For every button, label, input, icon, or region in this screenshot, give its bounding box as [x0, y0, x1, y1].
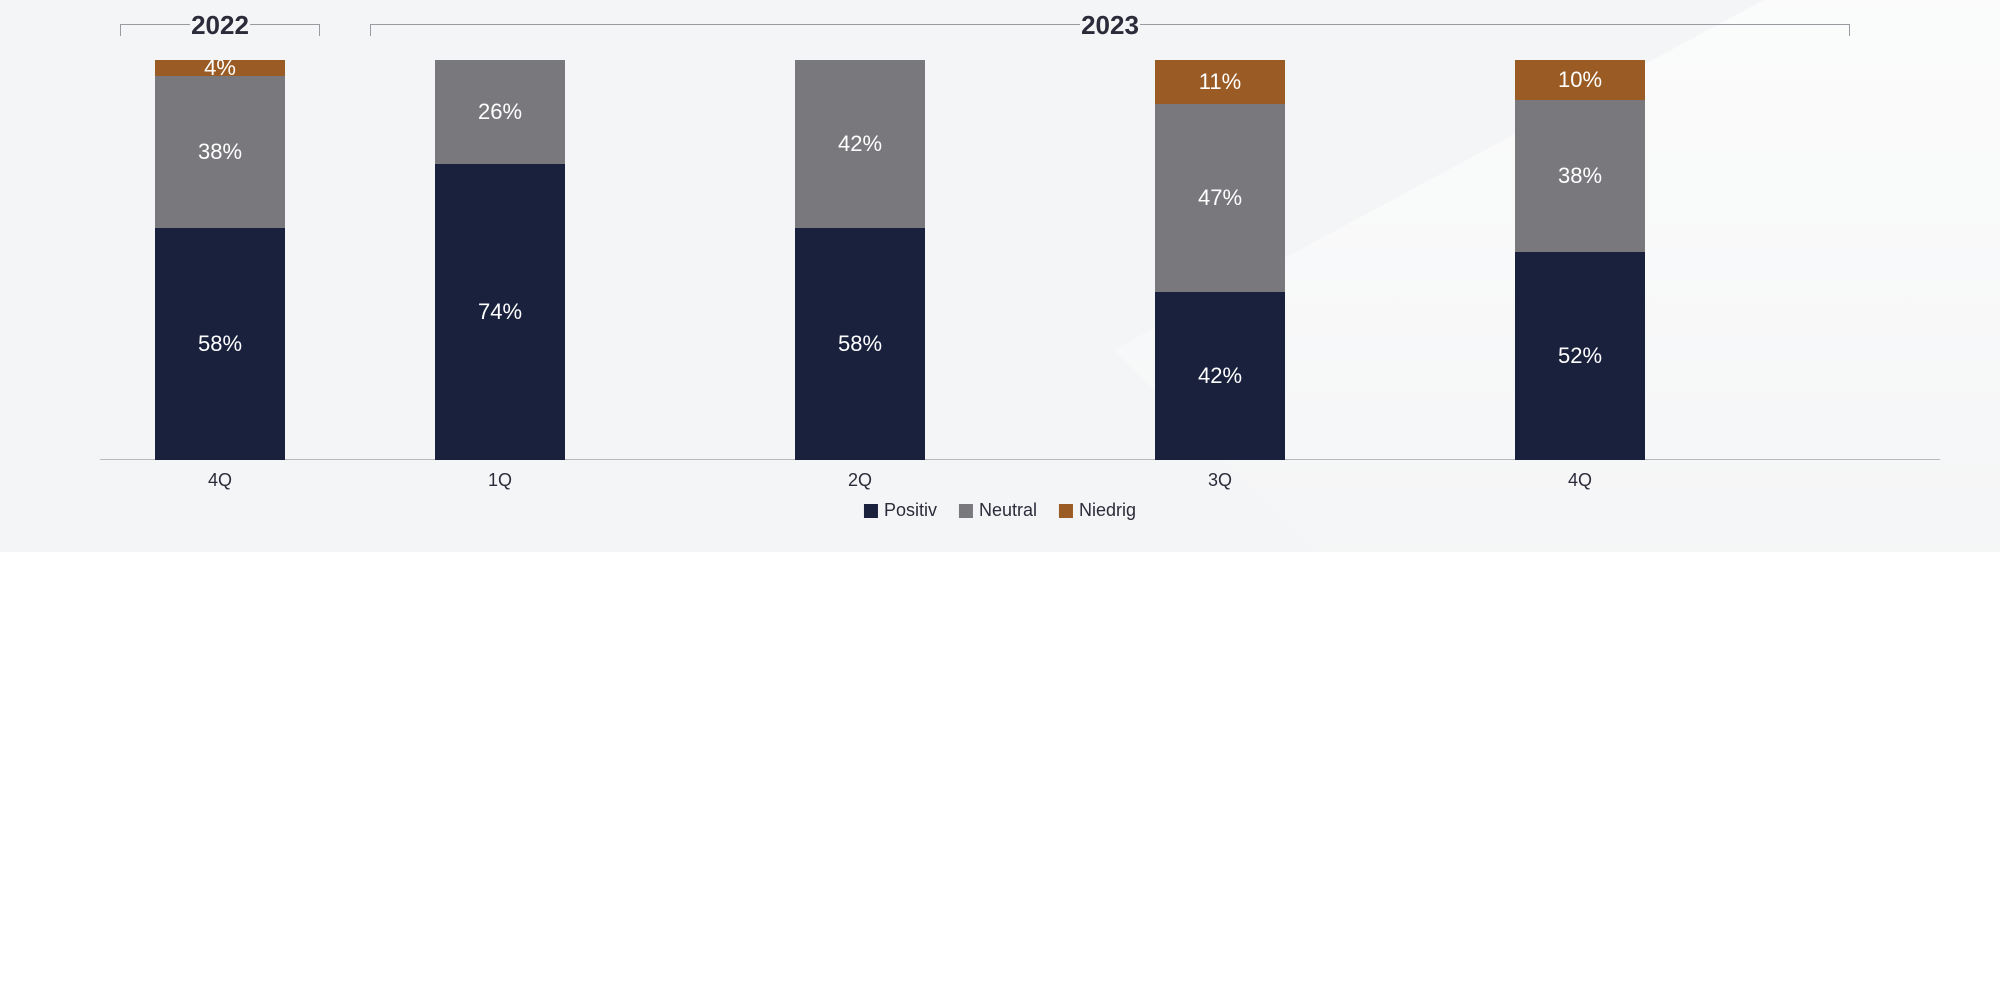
bar-segment-neutral: 38% [155, 76, 285, 228]
legend-swatch [959, 504, 973, 518]
segment-value-label: 74% [478, 299, 522, 325]
bar: 11%47%42%3Q [1155, 60, 1285, 460]
year-group-header: 2023 [370, 10, 1850, 46]
segment-value-label: 10% [1558, 67, 1602, 93]
bar: 26%74%1Q [435, 60, 565, 460]
bar-segment-positiv: 52% [1515, 252, 1645, 460]
segment-value-label: 58% [838, 331, 882, 357]
bracket-right [250, 24, 320, 36]
x-axis-label: 3Q [1155, 470, 1285, 491]
bar-segment-positiv: 58% [795, 228, 925, 460]
bar: 42%58%2Q [795, 60, 925, 460]
bar: 4%38%58%4Q [155, 60, 285, 460]
year-group-header: 2022 [120, 10, 320, 46]
legend-swatch [1059, 504, 1073, 518]
segment-value-label: 38% [1558, 163, 1602, 189]
bar-segment-neutral: 42% [795, 60, 925, 228]
legend: Positiv Neutral Niedrig [864, 500, 1136, 521]
x-axis-label: 1Q [435, 470, 565, 491]
bar-segment-neutral: 47% [1155, 104, 1285, 292]
segment-value-label: 4% [204, 55, 236, 81]
segment-value-label: 42% [1198, 363, 1242, 389]
stacked-bar-chart: 2022 2023 4% 38% 58% 4Q 26% 74% 1Q 42% 58% 2Q 11% 47… [0, 0, 2000, 552]
bar-segment-niedrig: 10% [1515, 60, 1645, 100]
segment-value-label: 52% [1558, 343, 1602, 369]
bar-segment-niedrig: 11% [1155, 60, 1285, 104]
segment-value-label: 11% [1199, 69, 1241, 95]
segment-value-label: 47% [1198, 185, 1242, 211]
segment-value-label: 58% [198, 331, 242, 357]
segment-value-label: 26% [478, 99, 522, 125]
bar-segment-neutral: 26% [435, 60, 565, 164]
legend-label: Positiv [884, 500, 937, 521]
legend-item-positiv: Positiv [864, 500, 937, 521]
bar-segment-positiv: 74% [435, 164, 565, 460]
legend-item-niedrig: Niedrig [1059, 500, 1136, 521]
bracket-right [1140, 24, 1850, 36]
bar-segment-neutral: 38% [1515, 100, 1645, 252]
x-axis-label: 4Q [1515, 470, 1645, 491]
bar: 10%38%52%4Q [1515, 60, 1645, 460]
x-axis [100, 459, 1940, 460]
legend-label: Niedrig [1079, 500, 1136, 521]
bar-segment-positiv: 58% [155, 228, 285, 460]
bracket-left [370, 24, 1080, 36]
legend-item-neutral: Neutral [959, 500, 1037, 521]
legend-swatch [864, 504, 878, 518]
bar-segment-niedrig: 4% [155, 60, 285, 76]
bracket-left [120, 24, 190, 36]
bar-segment-positiv: 42% [1155, 292, 1285, 460]
x-axis-label: 4Q [155, 470, 285, 491]
plot-area: 4%38%58%4Q26%74%1Q42%58%2Q11%47%42%3Q10%… [100, 60, 1940, 460]
x-axis-label: 2Q [795, 470, 925, 491]
legend-label: Neutral [979, 500, 1037, 521]
segment-value-label: 38% [198, 139, 242, 165]
segment-value-label: 42% [838, 131, 882, 157]
